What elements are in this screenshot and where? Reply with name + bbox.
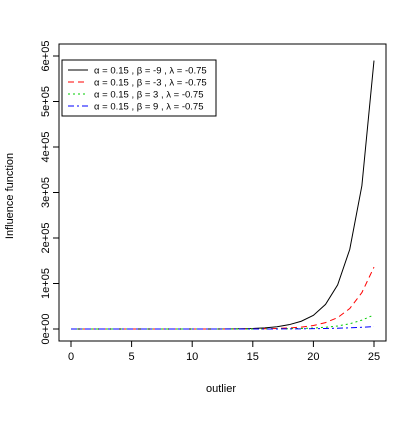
y-tick-label: 5e+05 [40,86,52,117]
y-tick-label: 6e+05 [40,41,52,72]
series-line-4 [71,326,375,330]
y-tick-label: 2e+05 [40,223,52,254]
series-layer [71,60,375,330]
y-tick-label: 0e+00 [40,314,52,345]
x-tick-label: 15 [247,351,259,363]
y-tick-label: 3e+05 [40,177,52,208]
x-tick-label: 5 [129,351,135,363]
series-line-2 [71,266,375,330]
y-tick-label: 1e+05 [40,268,52,299]
legend-label-2: α = 0.15 , β = -3 , λ = -0.75 [94,78,207,89]
legend: α = 0.15 , β = -9 , λ = -0.75α = 0.15 , … [61,59,217,117]
x-tick-label: 20 [307,351,319,363]
x-tick-label: 0 [68,351,74,363]
y-axis: 0e+00 1e+05 2e+05 3e+05 4e+05 5e+05 6e+05 [40,41,60,345]
legend-label-4: α = 0.15 , β = 9 , λ = -0.75 [94,102,203,113]
legend-label-1: α = 0.15 , β = -9 , λ = -0.75 [94,66,207,77]
x-axis: 0 5 10 15 20 25 [68,340,380,363]
series-line-3 [71,314,375,330]
legend-label-3: α = 0.15 , β = 3 , λ = -0.75 [94,90,203,101]
x-tick-label: 10 [186,351,198,363]
legend-box [61,59,217,117]
x-tick-label: 25 [368,351,380,363]
x-axis-title: outlier [206,383,236,395]
y-axis-title: Influence function [4,153,16,239]
y-tick-label: 4e+05 [40,132,52,163]
